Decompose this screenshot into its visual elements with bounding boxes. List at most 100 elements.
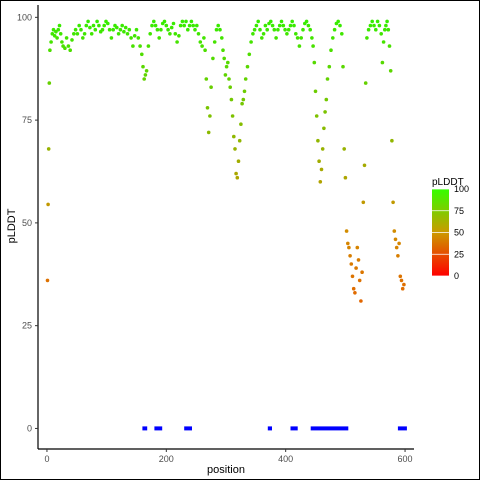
data-point xyxy=(308,27,313,32)
data-point xyxy=(306,23,311,28)
data-point xyxy=(166,27,170,32)
data-point xyxy=(399,278,404,283)
legend-tick-label: 0 xyxy=(454,271,459,281)
data-point xyxy=(196,32,201,36)
data-point xyxy=(261,32,266,36)
data-point xyxy=(327,64,332,69)
data-point xyxy=(120,23,124,28)
data-point xyxy=(180,19,185,24)
data-point xyxy=(46,147,51,151)
data-point xyxy=(204,77,209,81)
data-point xyxy=(272,27,277,32)
data-point xyxy=(218,27,222,32)
data-point xyxy=(227,77,231,81)
x-tick-label: 600 xyxy=(398,454,413,464)
data-point xyxy=(132,34,137,38)
data-point xyxy=(324,97,329,102)
zero-segment xyxy=(184,426,192,431)
x-tick-label: 400 xyxy=(278,454,293,464)
data-point xyxy=(288,23,293,28)
data-point xyxy=(141,64,145,69)
data-point xyxy=(290,19,295,24)
data-point xyxy=(391,200,395,205)
data-point xyxy=(281,23,286,28)
data-point xyxy=(323,110,327,114)
data-point xyxy=(341,64,345,69)
data-point xyxy=(396,254,400,258)
y-axis-title: pLDDT xyxy=(6,208,18,243)
data-point xyxy=(368,23,373,28)
data-point xyxy=(152,19,156,24)
data-point xyxy=(260,36,264,40)
data-point xyxy=(106,21,110,26)
data-point xyxy=(223,73,228,77)
data-point xyxy=(283,27,287,32)
data-point xyxy=(258,27,262,32)
zero-segment xyxy=(267,426,272,431)
data-point xyxy=(84,23,89,28)
data-point xyxy=(236,159,241,163)
y-tick-label: 25 xyxy=(22,321,32,331)
data-point xyxy=(263,23,268,28)
y-tick-label: 50 xyxy=(22,218,32,228)
data-point xyxy=(388,69,393,73)
data-point xyxy=(279,19,284,24)
data-point xyxy=(131,44,135,48)
data-point xyxy=(313,89,318,94)
zero-segment xyxy=(290,426,298,431)
data-point xyxy=(60,40,64,44)
data-point xyxy=(366,27,371,32)
data-point xyxy=(212,40,217,44)
data-point xyxy=(394,245,399,250)
data-point xyxy=(254,23,259,28)
points-layer xyxy=(45,19,406,303)
data-point xyxy=(50,32,55,36)
data-point xyxy=(58,32,63,36)
data-point xyxy=(82,32,87,36)
data-point xyxy=(127,27,132,32)
data-point xyxy=(235,175,240,180)
data-point xyxy=(66,44,71,48)
data-point xyxy=(386,27,391,32)
zero-segment xyxy=(397,426,407,431)
data-point xyxy=(155,27,160,32)
data-point xyxy=(379,32,384,36)
data-point xyxy=(57,23,62,28)
data-point xyxy=(191,23,195,28)
data-point xyxy=(316,138,320,143)
data-point xyxy=(230,114,235,118)
data-point xyxy=(332,27,337,32)
data-point xyxy=(102,23,106,28)
data-point xyxy=(193,27,197,32)
data-point xyxy=(77,23,81,28)
data-point xyxy=(143,73,148,77)
data-point xyxy=(189,19,194,24)
data-point xyxy=(221,48,225,52)
data-point xyxy=(216,23,220,28)
data-point xyxy=(398,274,403,279)
data-point xyxy=(229,97,234,102)
data-point xyxy=(208,114,212,118)
data-point xyxy=(70,38,74,42)
data-point xyxy=(195,23,199,28)
data-point xyxy=(164,23,169,28)
data-point xyxy=(370,19,375,24)
segments-layer xyxy=(142,426,407,431)
data-point xyxy=(56,27,61,32)
data-point xyxy=(384,23,388,28)
data-point xyxy=(274,36,278,40)
data-point xyxy=(220,36,224,40)
data-point xyxy=(234,171,238,176)
data-point xyxy=(385,19,389,24)
data-point xyxy=(205,106,210,110)
data-point xyxy=(129,36,133,40)
data-point xyxy=(49,40,53,44)
data-point xyxy=(362,163,367,168)
data-point xyxy=(79,27,83,32)
data-point xyxy=(241,97,246,102)
data-point xyxy=(383,27,387,32)
data-point xyxy=(54,29,58,34)
data-point xyxy=(322,126,326,131)
data-point xyxy=(150,23,154,28)
